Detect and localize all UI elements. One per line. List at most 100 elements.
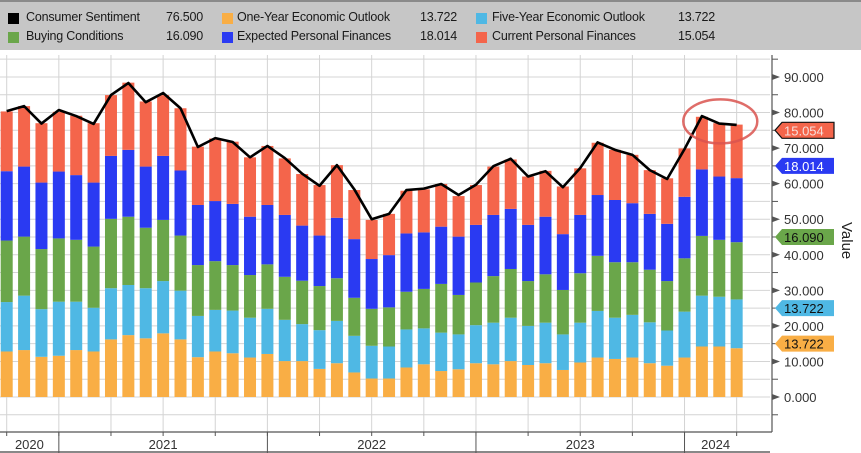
bar-segment-current-personal-finances <box>400 190 413 234</box>
x-tick-label: 2020 <box>15 437 44 452</box>
bar-segment-expected-personal-finances <box>278 214 291 277</box>
bar-segment-buying-conditions <box>226 265 239 311</box>
bar-segment-one-year-economic-outlook <box>209 351 222 397</box>
bar-segment-one-year-economic-outlook <box>504 361 517 397</box>
x-tick-label: 2021 <box>149 437 178 452</box>
bar-segment-current-personal-finances <box>574 168 587 215</box>
bar-segment-five-year-economic-outlook <box>330 320 343 364</box>
bar-segment-current-personal-finances <box>174 108 187 171</box>
bar-segment-buying-conditions <box>643 269 656 323</box>
bar-segment-current-personal-finances <box>209 138 222 202</box>
legend-swatch-buying-conditions <box>8 32 19 43</box>
bar-segment-buying-conditions <box>244 275 257 318</box>
bar-segment-current-personal-finances <box>661 178 674 224</box>
bar-segment-current-personal-finances <box>695 116 708 170</box>
y-tick-label: 40.000 <box>784 248 824 263</box>
bar-segment-one-year-economic-outlook <box>0 351 13 397</box>
legend-swatch-expected-personal-finances <box>222 32 233 43</box>
bar-segment-five-year-economic-outlook <box>157 281 170 334</box>
bar-segment-expected-personal-finances <box>330 217 343 279</box>
bar-segment-current-personal-finances <box>0 111 13 172</box>
bar-segment-buying-conditions <box>87 246 100 308</box>
bar-segment-current-personal-finances <box>244 157 257 217</box>
bar-segment-one-year-economic-outlook <box>157 333 170 397</box>
bar-segment-expected-personal-finances <box>0 171 13 241</box>
bar-segment-one-year-economic-outlook <box>713 346 726 397</box>
bar-segment-buying-conditions <box>678 258 691 312</box>
bar-segment-buying-conditions <box>417 288 430 329</box>
bar-segment-five-year-economic-outlook <box>730 299 743 349</box>
bar-segment-current-personal-finances <box>35 123 48 183</box>
bar-segment-buying-conditions <box>539 274 552 323</box>
bar-segment-current-personal-finances <box>539 170 552 217</box>
bar-segment-five-year-economic-outlook <box>626 314 639 358</box>
bar-segment-expected-personal-finances <box>174 170 187 236</box>
bar-segment-current-personal-finances <box>139 101 152 167</box>
bar-segment-expected-personal-finances <box>556 234 569 290</box>
bar-segment-five-year-economic-outlook <box>522 325 535 365</box>
bar-segment-buying-conditions <box>35 249 48 310</box>
tag-label: 18.014 <box>784 159 824 174</box>
bar-segment-one-year-economic-outlook <box>139 338 152 397</box>
bar-segment-current-personal-finances <box>87 123 100 183</box>
bar-segment-current-personal-finances <box>348 190 361 240</box>
legend-label-expected-personal-finances: Expected Personal Finances <box>237 29 391 43</box>
bar-segment-buying-conditions <box>435 283 448 333</box>
tag-label: 15.054 <box>784 123 824 138</box>
bar-segment-one-year-economic-outlook <box>643 363 656 397</box>
bar-segment-current-personal-finances <box>609 149 621 200</box>
bar-segment-one-year-economic-outlook <box>18 350 31 397</box>
bar-segment-buying-conditions <box>383 307 396 347</box>
y-axis-title: Value <box>838 222 855 259</box>
last-value-tag-current-personal-finances: 15.054 <box>774 121 835 139</box>
bar-segment-one-year-economic-outlook <box>626 357 639 397</box>
bar-segment-expected-personal-finances <box>244 216 257 276</box>
bar-segment-buying-conditions <box>626 262 639 315</box>
bar-segment-five-year-economic-outlook <box>469 325 482 364</box>
bar-segment-one-year-economic-outlook <box>365 378 378 397</box>
bar-segment-current-personal-finances <box>522 176 535 225</box>
bar-segment-buying-conditions <box>452 294 465 335</box>
bar-segment-five-year-economic-outlook <box>400 329 413 368</box>
legend-value-expected-personal-finances: 18.014 <box>420 29 458 43</box>
bar-segment-five-year-economic-outlook <box>365 345 378 379</box>
bar-segment-one-year-economic-outlook <box>70 350 83 397</box>
bar-segment-buying-conditions <box>122 216 135 285</box>
bar-segment-one-year-economic-outlook <box>487 364 500 397</box>
bar-segment-one-year-economic-outlook <box>348 372 361 397</box>
bar-segment-buying-conditions <box>330 278 343 321</box>
bar-segment-one-year-economic-outlook <box>52 355 65 397</box>
bar-segment-expected-personal-finances <box>139 166 152 228</box>
bar-segment-current-personal-finances <box>296 174 309 226</box>
bar-segment-buying-conditions <box>261 264 274 309</box>
bar-segment-five-year-economic-outlook <box>104 288 117 340</box>
bar-segment-buying-conditions <box>0 240 13 303</box>
bar-segment-one-year-economic-outlook <box>104 339 117 397</box>
bar-segment-one-year-economic-outlook <box>226 353 239 397</box>
bar-segment-five-year-economic-outlook <box>122 284 135 336</box>
bar-segment-five-year-economic-outlook <box>52 301 65 356</box>
bar-segment-five-year-economic-outlook <box>713 296 726 347</box>
bar-segment-buying-conditions <box>609 262 621 318</box>
y-tick-arrow-icon <box>772 109 780 116</box>
legend-value-current-personal-finances: 15.054 <box>678 29 716 43</box>
legend-value-buying-conditions: 16.090 <box>166 29 204 43</box>
bar-segment-expected-personal-finances <box>261 204 274 265</box>
bar-segment-expected-personal-finances <box>52 171 65 239</box>
x-tick-label: 2024 <box>701 437 730 452</box>
bar-segment-expected-personal-finances <box>122 149 135 217</box>
bar-segment-five-year-economic-outlook <box>18 295 31 351</box>
last-value-tag-five-year-economic-outlook: 13.722 <box>775 300 834 317</box>
bar-segment-one-year-economic-outlook <box>522 364 535 397</box>
bar-segment-buying-conditions <box>313 286 326 331</box>
legend-swatch-current-personal-finances <box>476 32 487 43</box>
bar-segment-five-year-economic-outlook <box>348 335 361 373</box>
bar-segment-five-year-economic-outlook <box>70 301 83 351</box>
tag-shape <box>775 300 834 317</box>
bar-segment-one-year-economic-outlook <box>278 361 291 397</box>
bar-segment-current-personal-finances <box>435 183 448 227</box>
bar-segment-current-personal-finances <box>157 95 170 156</box>
y-tick-arrow-icon <box>772 145 780 152</box>
x-axis-band-right <box>770 432 861 453</box>
bar-segment-five-year-economic-outlook <box>452 334 465 370</box>
